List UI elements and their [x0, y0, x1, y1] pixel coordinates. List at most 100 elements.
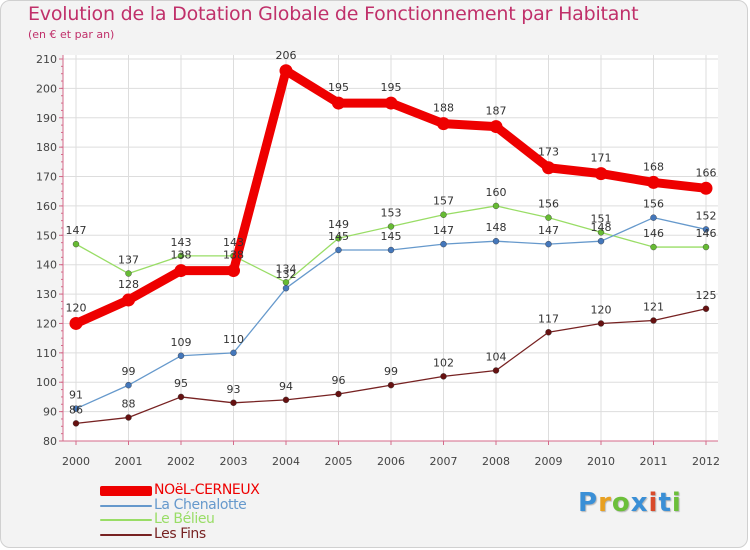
y-tick-label: 180 [36, 141, 57, 154]
data-point [492, 367, 500, 374]
data-point [122, 293, 135, 307]
x-tick-label: 2011 [640, 455, 668, 468]
x-tick-label: 2005 [325, 455, 353, 468]
x-tick-label: 2001 [115, 455, 143, 468]
data-label: 145 [328, 230, 349, 243]
data-label: 143 [171, 236, 192, 249]
proxiti-logo: Proxiti [578, 488, 682, 518]
data-point [72, 420, 80, 427]
data-point [489, 120, 503, 134]
data-point [437, 117, 450, 131]
data-point [597, 320, 605, 327]
data-label: 117 [538, 312, 559, 325]
data-label: 147 [433, 224, 454, 237]
data-label: 187 [486, 105, 507, 118]
data-point [440, 373, 447, 380]
data-label: 152 [696, 209, 717, 222]
data-point [650, 317, 657, 324]
data-point [440, 240, 447, 248]
x-tick-label: 2003 [220, 455, 248, 468]
y-tick-label: 130 [36, 288, 57, 301]
data-label: 171 [591, 152, 612, 165]
data-label: 109 [171, 336, 192, 349]
data-label: 151 [591, 212, 612, 225]
data-point [125, 270, 132, 277]
data-label: 153 [381, 206, 402, 219]
data-label: 138 [171, 249, 192, 262]
legend-swatch [100, 519, 152, 521]
data-point [650, 243, 657, 251]
data-label: 95 [174, 377, 188, 390]
data-point [545, 214, 552, 221]
data-label: 156 [538, 198, 559, 211]
data-label: 195 [328, 81, 349, 94]
y-tick-label: 210 [36, 53, 57, 66]
data-point [335, 246, 342, 254]
y-tick-label: 120 [36, 317, 57, 330]
data-point [72, 240, 80, 248]
data-label: 168 [643, 160, 664, 173]
data-point [594, 167, 608, 181]
x-tick-label: 2008 [482, 455, 510, 468]
data-label: 166 [696, 166, 717, 179]
y-tick-label: 140 [36, 259, 57, 272]
data-label: 96 [332, 374, 346, 387]
data-point [702, 243, 710, 251]
legend-label: La Chenalotte [154, 496, 247, 513]
x-tick-label: 2006 [377, 455, 405, 468]
chart-subtitle: (en € et par an) [28, 28, 115, 41]
data-label: 157 [433, 195, 454, 208]
y-tick-label: 80 [43, 435, 57, 448]
data-point [174, 264, 188, 278]
y-tick-label: 200 [36, 82, 57, 95]
data-label: 147 [66, 224, 87, 237]
data-point [647, 175, 660, 189]
data-point [702, 305, 710, 312]
data-label: 146 [643, 227, 664, 240]
data-label: 110 [223, 333, 244, 346]
data-point [177, 252, 185, 260]
y-tick-label: 110 [36, 347, 57, 360]
data-label: 145 [381, 230, 402, 243]
x-tick-label: 2012 [692, 455, 720, 468]
data-label: 125 [696, 289, 717, 302]
data-point [597, 229, 605, 236]
data-point [387, 246, 395, 254]
y-tick-label: 100 [36, 376, 57, 389]
legend-label: Le Bélieu [154, 511, 215, 527]
data-point [177, 393, 185, 401]
data-point [387, 223, 395, 230]
legend-swatch [100, 533, 152, 536]
data-point [282, 396, 290, 404]
y-tick-label: 190 [36, 112, 57, 125]
data-label: 120 [591, 303, 612, 316]
y-tick-label: 170 [36, 171, 57, 184]
data-label: 121 [643, 301, 664, 314]
data-point [384, 96, 398, 110]
x-tick-label: 2007 [430, 455, 458, 468]
data-label: 143 [223, 236, 244, 249]
legend-swatch [100, 486, 152, 496]
chart-title: Evolution de la Dotation Globale de Fonc… [28, 3, 639, 25]
y-tick-label: 90 [43, 406, 57, 419]
data-point [545, 329, 552, 336]
data-point [72, 405, 80, 412]
data-point [125, 414, 132, 421]
data-point [332, 96, 345, 110]
data-label: 102 [433, 356, 454, 369]
legend-swatch [100, 504, 152, 507]
data-label: 104 [486, 350, 507, 363]
data-point [177, 352, 185, 359]
data-label: 138 [223, 249, 244, 262]
data-label: 206 [276, 49, 297, 62]
data-label: 99 [122, 365, 136, 378]
data-point [282, 285, 290, 292]
x-tick-label: 2000 [62, 455, 90, 468]
data-point [227, 264, 240, 278]
data-label: 173 [538, 146, 559, 159]
data-point [230, 349, 237, 357]
legend-label: Les Fins [154, 525, 206, 542]
data-point [69, 316, 83, 330]
data-point [125, 381, 132, 389]
data-point [702, 226, 710, 233]
